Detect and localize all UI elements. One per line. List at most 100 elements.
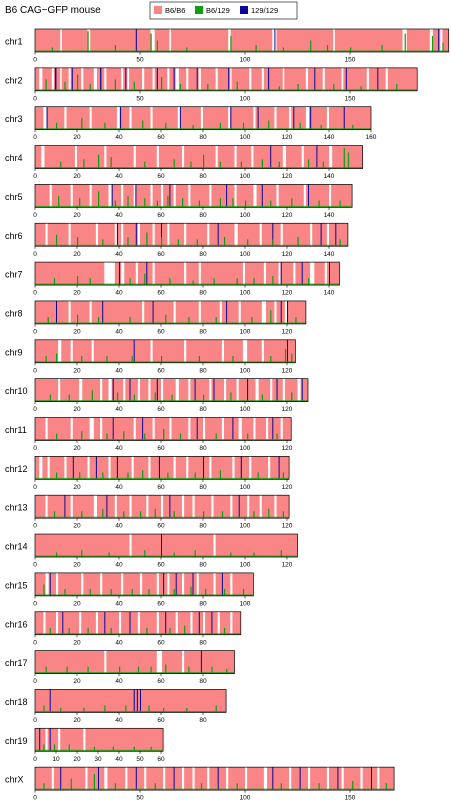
gap-segment-chr6-9 xyxy=(207,223,210,247)
s129-segment-chr14-0 xyxy=(161,534,162,558)
tick-label-chr7-2: 40 xyxy=(115,290,123,297)
gap-segment-chr16-11 xyxy=(230,611,233,635)
chromosome-frame-chr19 xyxy=(34,727,164,752)
b6129-spike-chr2-11 xyxy=(297,83,299,91)
gap-segment-chr12-6 xyxy=(148,456,151,480)
b6129-spike-chr11-2 xyxy=(106,433,108,441)
s129-segment-chr12-6 xyxy=(278,456,280,480)
b6129-spike-chr6-8 xyxy=(224,237,226,247)
s129-segment-chr2-1 xyxy=(71,67,73,91)
b6129-spike-chr2-6 xyxy=(161,77,163,91)
b6129-spike-chr11-6 xyxy=(179,433,182,441)
tick-label-chr17-1: 20 xyxy=(73,678,81,685)
gap-segment-chr2-7 xyxy=(121,67,124,91)
gap-segment-chr15-1 xyxy=(56,572,59,596)
chromosome-frame-chr9 xyxy=(34,339,296,364)
s129-segment-chr3-7 xyxy=(343,106,345,130)
tick-label-chr9-0: 0 xyxy=(33,367,37,374)
gap-segment-chr11-1 xyxy=(70,417,73,441)
b6129-spike-chr1-13 xyxy=(404,33,406,52)
tick-label-chr8-6: 120 xyxy=(282,328,293,335)
chromosome-label-chr1: chr1 xyxy=(5,37,23,47)
b6129-spike-chr8-5 xyxy=(188,317,190,324)
s129-segment-chr6-1 xyxy=(135,223,137,247)
s129-segment-chr2-5 xyxy=(173,67,175,91)
s129-segment-chr5-2 xyxy=(169,184,171,208)
gap-segment-chr6-10 xyxy=(234,223,238,247)
b6129-spike-chr11-0 xyxy=(56,433,58,441)
tick-label-chr10-5: 100 xyxy=(240,406,251,413)
s129-segment-chr10-5 xyxy=(247,378,249,402)
b6129-baseline-chr8 xyxy=(35,322,306,324)
s129-segment-chrX-3 xyxy=(173,767,175,791)
b6129-spike-chr16-5 xyxy=(169,627,171,635)
b6129-spike-chr10-3 xyxy=(116,392,119,402)
gap-segment-chr12-8 xyxy=(186,456,189,480)
gap-segment-chr10-8 xyxy=(175,378,179,402)
gap-segment-chr15-9 xyxy=(196,572,199,596)
gap-segment-chr10-9 xyxy=(188,378,191,402)
tick-label-chr4-3: 60 xyxy=(157,173,165,180)
tick-label-chr11-2: 40 xyxy=(115,445,123,452)
gap-segment-chr15-2 xyxy=(81,572,84,596)
gap-segment-chr6-5 xyxy=(137,223,140,247)
tick-label-chr11-3: 60 xyxy=(157,445,165,452)
gap-segment-chr7-9 xyxy=(293,262,296,286)
tick-label-chr9-2: 40 xyxy=(115,367,123,374)
tick-label-chr5-4: 80 xyxy=(199,212,207,219)
s129-segment-chr16-2 xyxy=(129,611,131,635)
b6129-spike-chr19-4 xyxy=(112,746,114,752)
gap-segment-chr15-7 xyxy=(167,572,170,596)
gap-segment-chr10-11 xyxy=(224,378,227,402)
b6129-spike-chr2-9 xyxy=(236,81,238,91)
gap-segment-chr4-4 xyxy=(156,145,159,169)
tick-label-chr10-3: 60 xyxy=(157,406,165,413)
s129-segment-chr2-10 xyxy=(345,67,347,91)
tick-label-chr6-3: 60 xyxy=(157,251,165,258)
tick-label-chr10-2: 40 xyxy=(115,406,123,413)
gap-segment-chr6-8 xyxy=(184,223,187,247)
gap-segment-chr10-5 xyxy=(137,378,140,402)
s129-segment-chrX-8 xyxy=(371,767,372,791)
s129-segment-chr2-3 xyxy=(125,67,127,91)
b6129-spike-chr3-9 xyxy=(299,122,301,130)
gap-segment-chr6-7 xyxy=(167,223,170,247)
b6129-spike-chr18-7 xyxy=(186,707,188,713)
b6129-spike-chr14-2 xyxy=(108,552,110,558)
b6129-spike-chr7-4 xyxy=(144,273,146,286)
b6129-spike-chr5-4 xyxy=(127,195,129,208)
tick-label-chr19-0: 0 xyxy=(33,756,37,763)
gap-segment-chr3-9 xyxy=(253,106,256,130)
s129-segment-chr4-0 xyxy=(270,145,272,169)
tick-label-chr8-2: 40 xyxy=(115,328,123,335)
s129-segment-chr3-4 xyxy=(257,106,259,130)
gap-segment-chr5-11 xyxy=(234,184,237,208)
tick-label-chr19-6: 60 xyxy=(157,756,165,763)
tick-label-chr2-0: 0 xyxy=(33,95,37,102)
gap-segment-chr2-24 xyxy=(385,67,388,91)
tick-label-chr6-0: 0 xyxy=(33,251,37,258)
gap-segment-chr10-4 xyxy=(123,378,126,402)
b6129-spike-chr5-7 xyxy=(167,195,169,208)
b6129-spike-chrX-7 xyxy=(280,783,282,791)
s129-segment-chr2-4 xyxy=(156,67,158,91)
chromosome-label-chr16: chr16 xyxy=(5,619,28,629)
gap-segment-chr5-6 xyxy=(150,184,153,208)
tick-label-chr5-5: 100 xyxy=(240,212,251,219)
gap-segment-chr2-17 xyxy=(249,67,252,91)
tick-label-chr11-4: 80 xyxy=(199,445,207,452)
s129-segment-chr2-8 xyxy=(268,67,270,91)
b6129-spike-chr5-12 xyxy=(245,200,247,208)
gap-segment-chr4-8 xyxy=(251,145,254,169)
tick-label-chr7-6: 120 xyxy=(282,290,293,297)
b6129-spike-chr18-8 xyxy=(215,705,217,713)
chromosome-label-chr15: chr15 xyxy=(5,580,28,590)
gap-segment-chr16-0 xyxy=(43,611,46,635)
b6129-spike-chr19-3 xyxy=(93,746,95,752)
gap-segment-chr2-9 xyxy=(142,67,145,91)
gap-segment-chr1-3 xyxy=(169,29,172,52)
b6129-spike-chr13-4 xyxy=(140,511,142,519)
gap-segment-chr3-7 xyxy=(200,106,203,130)
gap-segment-chr2-14 xyxy=(198,67,201,91)
b6129-spike-chr11-4 xyxy=(144,433,146,441)
